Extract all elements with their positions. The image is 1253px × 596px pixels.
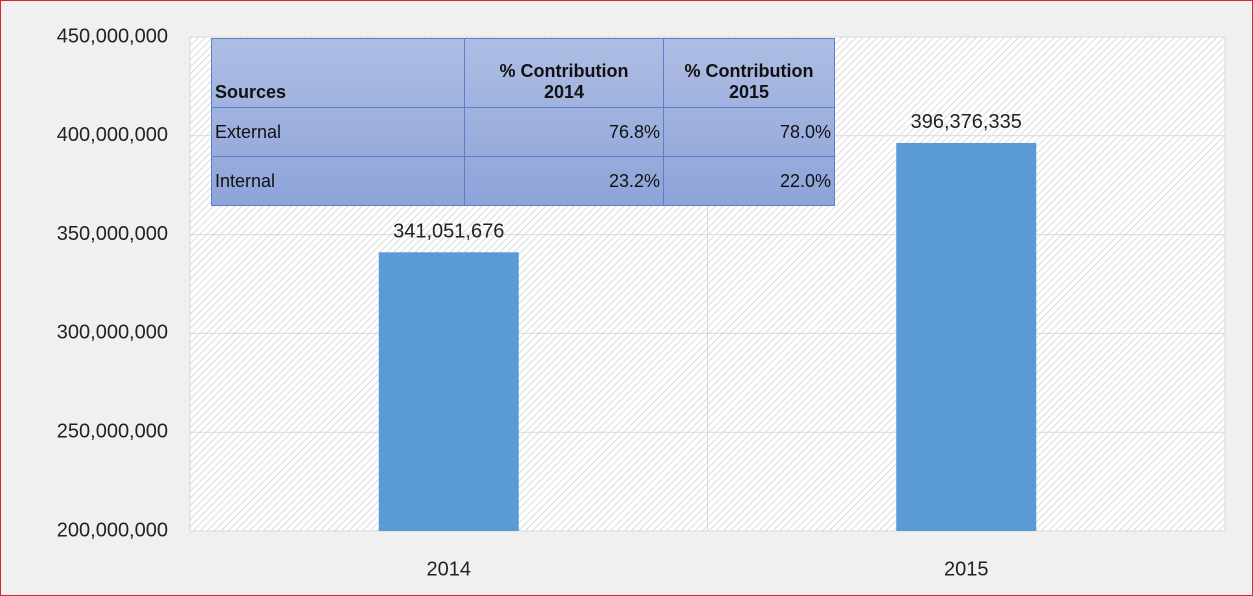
contribution-table: Sources % Contribution 2014 % Contribution…: [211, 38, 835, 206]
header-text: Sources: [215, 82, 287, 102]
table-header-cell: % Contribution 2015: [663, 38, 835, 108]
table-cell: 78.0%: [663, 107, 835, 157]
y-tick-label: 300,000,000: [57, 322, 168, 344]
table-cell: 23.2%: [464, 156, 664, 206]
table-cell: Internal: [211, 156, 465, 206]
data-label: 396,376,335: [911, 111, 1022, 133]
y-tick-label: 250,000,000: [57, 420, 168, 442]
table-cell: 76.8%: [464, 107, 664, 157]
table-row: Internal 23.2% 22.0%: [211, 156, 835, 206]
x-tick-label: 2015: [944, 558, 989, 580]
x-tick-label: 2014: [427, 558, 472, 580]
y-tick-label: 350,000,000: [57, 223, 168, 245]
table-cell: 22.0%: [663, 156, 835, 206]
table-header-cell: % Contribution 2014: [464, 38, 664, 108]
table-cell: External: [211, 107, 465, 157]
header-text: % Contribution 2015: [684, 61, 814, 102]
table-row: External 76.8% 78.0%: [211, 107, 835, 157]
y-tick-label: 400,000,000: [57, 124, 168, 146]
header-text: % Contribution 2014: [499, 61, 629, 102]
bar: [896, 142, 1037, 531]
y-tick-label: 450,000,000: [57, 25, 168, 47]
data-label: 341,051,676: [393, 221, 504, 243]
table-header-cell: Sources: [211, 38, 465, 108]
y-tick-label: 200,000,000: [57, 519, 168, 541]
table-header-row: Sources % Contribution 2014 % Contribution…: [211, 38, 835, 108]
bar: [378, 252, 519, 531]
